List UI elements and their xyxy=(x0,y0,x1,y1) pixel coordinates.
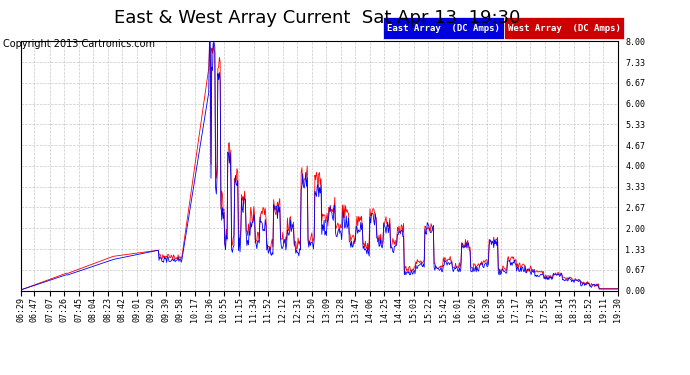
Text: East Array  (DC Amps): East Array (DC Amps) xyxy=(387,24,500,33)
Text: East & West Array Current  Sat Apr 13  19:30: East & West Array Current Sat Apr 13 19:… xyxy=(115,9,520,27)
Text: West Array  (DC Amps): West Array (DC Amps) xyxy=(508,24,620,33)
Text: Copyright 2013 Cartronics.com: Copyright 2013 Cartronics.com xyxy=(3,39,155,50)
